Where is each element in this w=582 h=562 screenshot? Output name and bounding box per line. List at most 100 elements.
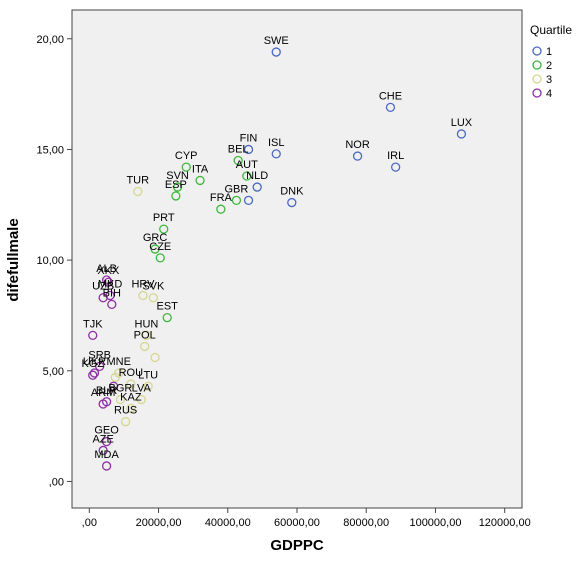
point-label: CZE	[149, 241, 171, 253]
x-tick-label: 60000,00	[274, 517, 320, 529]
legend-marker	[532, 88, 542, 98]
legend-title: Quartile	[530, 23, 572, 37]
data-point	[172, 182, 183, 192]
data-point	[105, 290, 115, 301]
data-point	[107, 299, 117, 310]
data-point	[150, 244, 160, 254]
y-axis-title: difefullmale	[5, 218, 22, 301]
data-point	[243, 144, 254, 155]
point-label: GBR	[225, 183, 249, 195]
y-tick-label: 5,00	[43, 366, 64, 378]
point-label: NLD	[246, 170, 268, 182]
x-axis-title: GDPPC	[270, 537, 324, 554]
data-point	[155, 253, 165, 263]
data-point	[95, 361, 105, 371]
point-label: MKD	[98, 279, 123, 291]
point-label: MNE	[107, 356, 131, 368]
data-point	[103, 277, 113, 287]
data-point	[108, 381, 119, 391]
data-point	[98, 445, 108, 456]
data-point	[89, 368, 100, 378]
y-tick-label: 20,00	[36, 34, 64, 46]
data-point	[136, 394, 146, 405]
legend-label: 2	[546, 60, 552, 72]
data-point	[121, 417, 131, 427]
data-point	[101, 436, 112, 447]
data-point	[287, 197, 297, 208]
x-tick-label: 100000,00	[409, 517, 461, 529]
point-label: GRC	[143, 232, 168, 244]
x-axis: ,00 20000,00 40000,00 60000,00 80000,00 10000…	[82, 508, 531, 529]
y-tick-label: ,00	[49, 476, 64, 488]
data-point	[148, 293, 158, 303]
point-label: HUN	[135, 318, 159, 330]
data-point	[456, 129, 467, 139]
legend-label: 4	[546, 88, 552, 100]
data-point	[138, 290, 148, 301]
data-point	[162, 313, 172, 323]
data-point	[115, 394, 126, 405]
data-point	[195, 175, 205, 186]
point-label: POL	[134, 329, 156, 341]
plot-background	[71, 9, 523, 509]
legend-label: 3	[546, 74, 552, 86]
x-tick-label: 80000,00	[343, 517, 389, 529]
point-label: BLR	[96, 385, 117, 397]
legend-marker	[532, 60, 542, 70]
point-label: UZB	[92, 281, 114, 293]
point-label: UKR	[83, 356, 106, 368]
point-label: AZE	[92, 433, 113, 445]
data-point	[140, 341, 150, 352]
points-layer	[88, 47, 467, 471]
point-label: LVA	[132, 383, 152, 395]
point-label: FIN	[240, 132, 258, 144]
point-label: ISL	[268, 137, 285, 149]
data-point	[143, 381, 153, 391]
point-label: ROU	[119, 367, 144, 379]
point-label: SVK	[142, 281, 165, 293]
point-label: LUX	[451, 117, 473, 129]
point-label: DNK	[280, 186, 304, 198]
data-point	[385, 102, 396, 113]
data-point	[352, 151, 363, 161]
data-point	[391, 162, 401, 172]
point-label: GEO	[94, 425, 119, 437]
data-point	[231, 195, 242, 205]
point-label: EST	[156, 301, 178, 313]
data-point	[242, 171, 252, 181]
data-point	[181, 162, 191, 172]
point-label: BIH	[103, 287, 121, 299]
point-label: RUS	[114, 405, 137, 417]
data-point	[133, 186, 143, 197]
point-label: IRL	[387, 150, 404, 162]
x-tick-label: 40000,00	[205, 517, 251, 529]
data-point	[271, 47, 281, 57]
point-label: ITA	[192, 163, 209, 175]
point-label: MDA	[94, 449, 119, 461]
data-point	[88, 370, 98, 380]
legend-label: 1	[546, 46, 552, 58]
data-point	[141, 330, 152, 341]
point-label: SVN	[166, 170, 189, 182]
y-axis: ,00 5,00 10,00 15,00 20,00	[36, 34, 72, 488]
point-label: LTU	[138, 369, 158, 381]
point-label: SWE	[264, 35, 289, 47]
data-point	[126, 379, 136, 389]
point-label: FRA	[210, 192, 233, 204]
data-point	[216, 204, 226, 214]
point-label: AUT	[236, 159, 258, 171]
data-point	[110, 372, 120, 383]
data-point	[101, 275, 112, 285]
point-label: HRV	[131, 279, 155, 291]
point-label: PRT	[153, 212, 175, 224]
data-point	[159, 224, 169, 234]
point-label: CHE	[379, 90, 402, 102]
data-point	[126, 403, 136, 414]
data-point	[171, 191, 181, 201]
point-label: TJK	[83, 318, 103, 330]
point-label: SRB	[88, 349, 111, 361]
point-label: KAZ	[120, 391, 142, 403]
data-point	[252, 182, 262, 192]
